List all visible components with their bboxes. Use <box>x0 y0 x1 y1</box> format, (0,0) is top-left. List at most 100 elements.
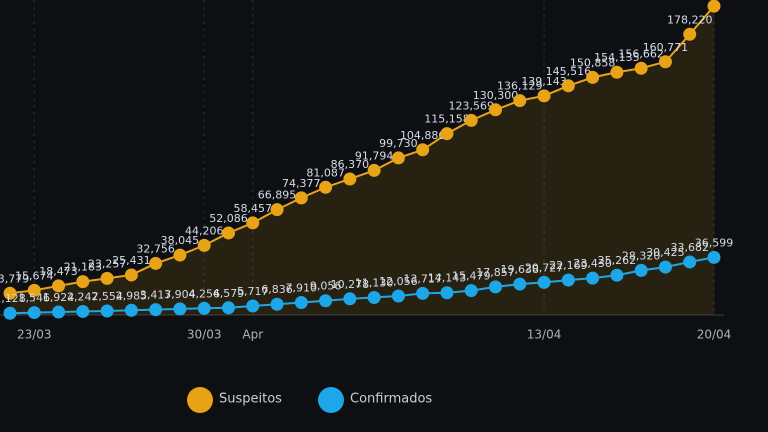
data-label: 160,771 <box>643 41 689 54</box>
data-label: 99,730 <box>379 137 418 150</box>
legend-label: Suspeitos <box>219 392 282 407</box>
x-tick-label: 30/03 <box>187 328 222 342</box>
x-tick-label: 13/04 <box>527 328 562 342</box>
data-point <box>149 256 163 270</box>
data-label: 38,045 <box>161 234 200 247</box>
data-point <box>634 61 648 75</box>
data-point <box>634 263 648 277</box>
data-label: 1,924 <box>43 291 75 304</box>
data-point <box>173 302 187 316</box>
data-label: 15,479 <box>452 270 491 283</box>
data-point <box>391 289 405 303</box>
data-label: 1,546 <box>19 292 51 305</box>
data-label: 18,473 <box>39 265 78 278</box>
data-label: 20,727 <box>525 261 564 274</box>
data-point <box>3 306 17 320</box>
data-point <box>489 280 503 294</box>
data-label: 139,143 <box>521 75 567 88</box>
data-label: 154,135 <box>594 51 640 64</box>
data-label: 115,158 <box>424 113 470 126</box>
data-label: 17,857 <box>476 266 515 279</box>
data-label: 150,858 <box>570 56 616 69</box>
data-label: 4,579 <box>213 287 245 300</box>
data-point <box>658 260 672 274</box>
data-point <box>367 290 381 304</box>
data-label: 25,431 <box>112 254 151 267</box>
data-point <box>391 151 405 165</box>
data-label: 10,278 <box>331 278 370 291</box>
data-label: 25,262 <box>598 254 637 267</box>
x-tick-label: 20/04 <box>697 328 732 342</box>
data-point <box>270 203 284 217</box>
data-label: 36,599 <box>695 236 734 249</box>
data-label: 12,056 <box>379 275 418 288</box>
data-point <box>440 127 454 141</box>
data-label: 123,569 <box>448 99 494 112</box>
data-point <box>319 180 333 194</box>
data-label: 130,300 <box>473 89 519 102</box>
data-point <box>367 163 381 177</box>
legend-marker <box>318 387 344 413</box>
data-label: 21,183 <box>64 261 103 274</box>
data-label: 32,756 <box>136 242 175 255</box>
data-label: 145,516 <box>546 65 592 78</box>
data-point <box>27 283 41 297</box>
data-label: 44,206 <box>185 224 224 237</box>
data-point <box>100 304 114 318</box>
data-label: 86,370 <box>331 158 370 171</box>
data-label: 22,169 <box>549 259 588 272</box>
data-label: 66,895 <box>258 189 297 202</box>
data-point <box>52 305 66 319</box>
data-point <box>149 303 163 317</box>
data-point <box>683 27 697 41</box>
data-point <box>586 70 600 84</box>
data-point <box>246 299 260 313</box>
data-point <box>270 297 284 311</box>
data-label: 13,717 <box>403 272 442 285</box>
data-label: 28,320 <box>622 249 661 262</box>
data-label: 23,257 <box>88 257 127 270</box>
data-point <box>561 273 575 287</box>
data-label: 7,910 <box>286 282 318 295</box>
data-point <box>124 303 138 317</box>
data-point <box>221 226 235 240</box>
data-label: 23,430 <box>573 257 612 270</box>
data-point <box>464 113 478 127</box>
data-label: 58,457 <box>234 202 273 215</box>
x-tick-label: Apr <box>242 328 263 342</box>
data-label: 3,904 <box>164 288 196 301</box>
data-label: 5,717 <box>237 285 269 298</box>
data-label: 52,086 <box>209 212 248 225</box>
data-label: 178,220 <box>667 13 713 26</box>
data-point <box>173 248 187 262</box>
data-point <box>76 275 90 289</box>
data-point <box>561 79 575 93</box>
data-point <box>416 286 430 300</box>
data-point <box>27 306 41 320</box>
data-label: 136,129 <box>497 80 543 93</box>
data-point <box>343 172 357 186</box>
data-label: 4,256 <box>188 287 220 300</box>
data-label: 2,247 <box>67 290 99 303</box>
data-point <box>537 89 551 103</box>
data-point <box>707 250 721 264</box>
data-point <box>416 143 430 157</box>
data-label: 33,682 <box>670 241 709 254</box>
data-label: 13,779 <box>0 272 29 285</box>
data-point <box>319 294 333 308</box>
data-label: 2,985 <box>116 289 148 302</box>
data-point <box>100 271 114 285</box>
data-label: 19,638 <box>501 263 540 276</box>
data-point <box>610 65 624 79</box>
data-point <box>343 292 357 306</box>
data-label: 1,128 <box>0 292 26 305</box>
data-point <box>124 268 138 282</box>
data-point <box>440 286 454 300</box>
data-label: 74,377 <box>282 177 321 190</box>
data-point <box>586 271 600 285</box>
data-label: 104,886 <box>400 129 446 142</box>
legend-label: Confirmados <box>350 392 432 407</box>
data-point <box>294 191 308 205</box>
data-label: 14,143 <box>428 272 467 285</box>
